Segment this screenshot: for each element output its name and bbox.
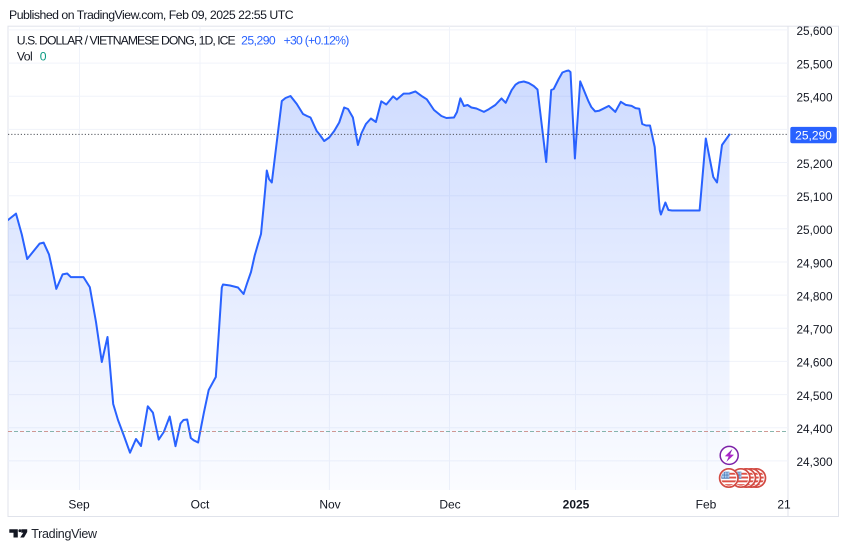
svg-text:24,600: 24,600 xyxy=(796,356,833,370)
svg-text:Sep: Sep xyxy=(68,497,90,511)
svg-text:25,290: 25,290 xyxy=(795,128,832,142)
svg-text:25,600: 25,600 xyxy=(796,24,833,38)
svg-text:Feb: Feb xyxy=(696,497,717,511)
svg-text:25,000: 25,000 xyxy=(796,223,833,237)
svg-text:2025: 2025 xyxy=(563,497,590,511)
svg-text:25,100: 25,100 xyxy=(796,190,833,204)
svg-text:24,300: 24,300 xyxy=(796,455,833,469)
svg-text:Dec: Dec xyxy=(439,497,460,511)
svg-text:25,200: 25,200 xyxy=(796,157,833,171)
svg-text:25,500: 25,500 xyxy=(796,57,833,71)
svg-text:Published on TradingView.com,: Published on TradingView.com, Feb 09, 20… xyxy=(9,8,294,22)
svg-text:21: 21 xyxy=(777,497,791,511)
svg-text:24,500: 24,500 xyxy=(796,389,833,403)
svg-text:24,900: 24,900 xyxy=(796,256,833,270)
svg-text:24,700: 24,700 xyxy=(796,323,833,337)
svg-text:24,800: 24,800 xyxy=(796,289,833,303)
svg-text:24,400: 24,400 xyxy=(796,422,833,436)
svg-text:U.S. DOLLAR / VIETNAMESE DONG,: U.S. DOLLAR / VIETNAMESE DONG, 1D, ICE 25… xyxy=(17,33,349,47)
svg-text:25,400: 25,400 xyxy=(796,91,833,105)
svg-text:Oct: Oct xyxy=(191,497,210,511)
svg-text:TradingView: TradingView xyxy=(31,527,98,541)
svg-text:Nov: Nov xyxy=(319,497,340,511)
